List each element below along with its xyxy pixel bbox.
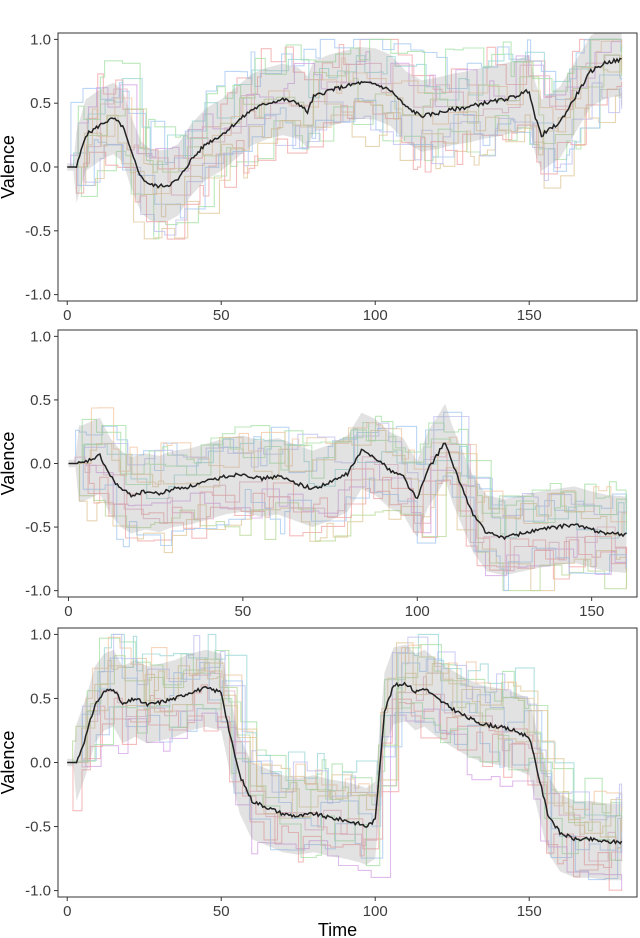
rater-trace bbox=[67, 74, 623, 219]
y-tick-label: 0.5 bbox=[30, 690, 51, 707]
y-tick-label: 0.5 bbox=[30, 95, 51, 112]
y-tick-label: -1.0 bbox=[25, 883, 51, 900]
y-tick-label: 0.0 bbox=[30, 755, 51, 772]
rater-trace bbox=[67, 39, 623, 195]
rater-trace bbox=[67, 56, 623, 218]
rater-trace bbox=[67, 708, 623, 891]
x-tick-label: 100 bbox=[363, 307, 388, 324]
y-tick-label: -0.5 bbox=[25, 223, 51, 240]
y-tick-label: -1.0 bbox=[25, 287, 51, 304]
confidence-band bbox=[67, 644, 622, 881]
mean-valence-line bbox=[68, 442, 627, 541]
rater-trace bbox=[67, 39, 623, 172]
rater-trace bbox=[68, 415, 628, 519]
y-tick-label: 0.0 bbox=[30, 456, 51, 473]
rater-trace bbox=[67, 82, 623, 236]
y-tick-label: -1.0 bbox=[25, 583, 51, 600]
rater-trace bbox=[67, 636, 623, 812]
y-tick-label: 1.0 bbox=[30, 626, 51, 643]
x-tick-label: 0 bbox=[64, 603, 72, 620]
rater-trace bbox=[67, 684, 623, 869]
x-tick-label: 150 bbox=[517, 307, 542, 324]
mean-valence-line bbox=[67, 57, 622, 189]
rater-trace bbox=[67, 81, 623, 240]
x-tick-label: 0 bbox=[63, 903, 71, 920]
rater-trace bbox=[67, 54, 623, 196]
y-axis-title: Valence bbox=[0, 432, 18, 496]
rater-trace bbox=[67, 38, 622, 168]
rater-trace bbox=[67, 697, 623, 891]
y-axis-title: Valence bbox=[0, 135, 18, 199]
rater-trace bbox=[67, 45, 623, 173]
rater-trace bbox=[67, 633, 623, 821]
rater-trace bbox=[68, 443, 628, 572]
rater-trace bbox=[67, 662, 623, 849]
chart-panel-3: -1.0 -0.5 0.0 0.5 1.0 0 50 100 150 Valence Time bbox=[0, 626, 638, 938]
x-tick-label: 50 bbox=[213, 307, 230, 324]
y-tick-label: 0.0 bbox=[30, 159, 51, 176]
y-tick-label: 1.0 bbox=[30, 31, 51, 48]
rater-trace bbox=[68, 462, 628, 592]
rater-trace bbox=[68, 429, 628, 536]
y-tick-label: 1.0 bbox=[30, 328, 51, 345]
rater-trace bbox=[67, 88, 622, 240]
y-tick-label: -0.5 bbox=[25, 519, 51, 536]
rater-trace bbox=[68, 407, 628, 525]
rater-trace bbox=[68, 451, 628, 571]
x-axis-title: Time bbox=[318, 920, 357, 938]
x-tick-label: 150 bbox=[579, 603, 604, 620]
y-axis-title: Valence bbox=[0, 731, 18, 795]
y-tick-label: 0.5 bbox=[30, 392, 51, 409]
rater-trace bbox=[68, 462, 628, 591]
rater-trace bbox=[67, 657, 623, 854]
x-tick-label: 50 bbox=[213, 903, 230, 920]
x-tick-label: 100 bbox=[405, 603, 430, 620]
x-tick-label: 50 bbox=[235, 603, 252, 620]
x-tick-label: 100 bbox=[363, 903, 388, 920]
rater-trace bbox=[68, 462, 628, 580]
rater-trace bbox=[68, 462, 628, 592]
chart-panel-2: -1.0 -0.5 0.0 0.5 1.0 0 50 100 150 Valence bbox=[0, 328, 638, 620]
mean-valence-line bbox=[67, 681, 623, 845]
rater-trace bbox=[68, 461, 627, 577]
rater-trace bbox=[68, 415, 628, 535]
x-tick-label: 150 bbox=[517, 903, 542, 920]
x-tick-label: 0 bbox=[63, 307, 71, 324]
confidence-band bbox=[67, 33, 622, 222]
rater-trace bbox=[67, 38, 622, 168]
chart-panel-1: -1.0 -0.5 0.0 0.5 1.0 0 50 100 150 Valence bbox=[0, 31, 638, 324]
y-tick-label: -0.5 bbox=[25, 819, 51, 836]
